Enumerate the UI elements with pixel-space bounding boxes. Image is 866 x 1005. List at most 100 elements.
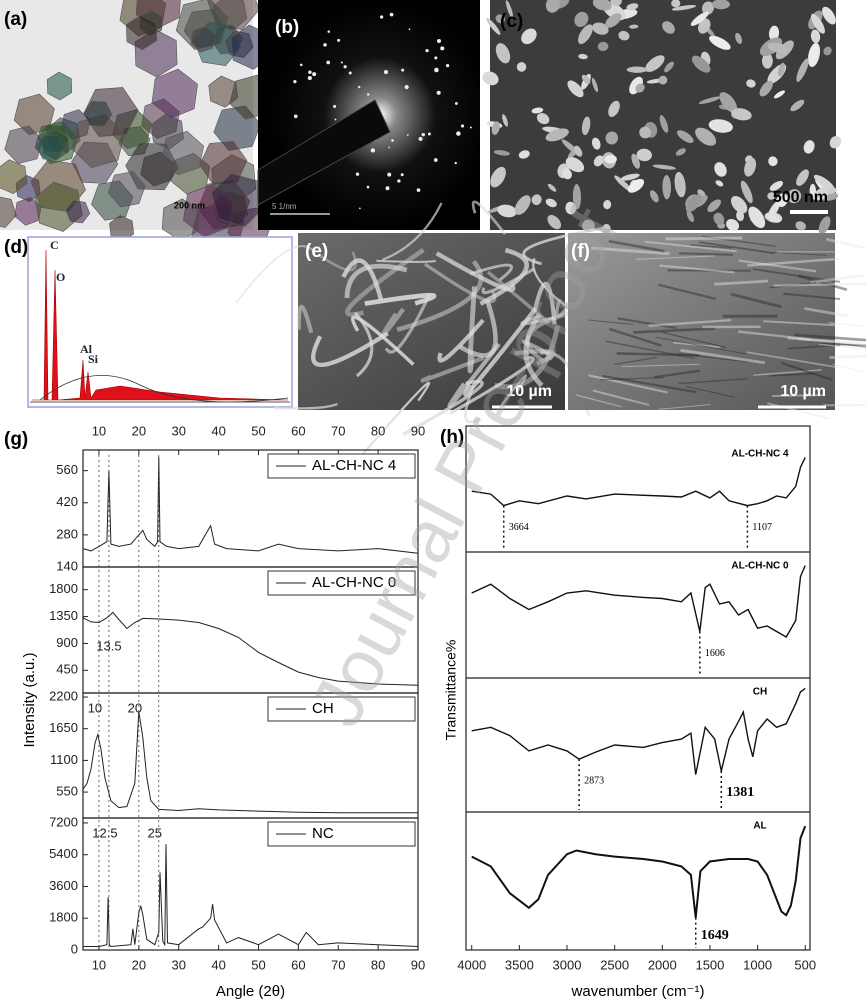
spectrum-name: AL-CH-NC 0 <box>731 561 789 572</box>
flake <box>620 173 640 181</box>
particle <box>65 200 91 224</box>
diffraction-spot <box>400 173 404 177</box>
flake <box>736 210 745 222</box>
flake <box>685 194 702 213</box>
fiber <box>464 384 481 424</box>
flake <box>495 43 511 64</box>
texture <box>769 372 815 377</box>
diffraction-spot <box>367 93 370 96</box>
particle <box>0 159 28 194</box>
flake <box>531 194 542 206</box>
fiber <box>341 258 384 301</box>
texture <box>690 244 732 249</box>
flake <box>662 21 675 34</box>
flake <box>578 53 588 60</box>
texture <box>797 337 866 346</box>
x-axis-title: Angle (2θ) <box>216 983 285 1000</box>
flake <box>740 180 753 204</box>
y-tick-label: 7200 <box>49 814 78 829</box>
texture <box>592 389 650 406</box>
flake <box>604 155 617 164</box>
flake <box>572 183 581 210</box>
flake <box>490 166 506 188</box>
flake <box>565 157 585 173</box>
scale-bar-label: 5 1/nm <box>272 202 297 211</box>
texture <box>773 282 866 287</box>
diffraction-spot <box>293 80 297 84</box>
fiber <box>420 355 485 383</box>
flake <box>592 0 612 11</box>
flake <box>574 11 589 27</box>
diffraction-spot <box>421 132 425 137</box>
peak-annotation: 25 <box>148 825 162 840</box>
legend-label: AL-CH-NC 0 <box>312 574 396 591</box>
subplot-frame <box>82 817 419 951</box>
panel-label: (a) <box>4 9 27 30</box>
particle <box>190 26 216 53</box>
fiber <box>469 263 513 282</box>
texture <box>746 351 840 369</box>
flake <box>726 218 740 231</box>
texture <box>803 307 850 318</box>
diffraction-spot <box>440 46 445 51</box>
y-tick-label: 5400 <box>49 846 78 861</box>
texture <box>678 353 750 363</box>
diffraction-spot <box>383 69 389 75</box>
y-axis-title: Transmittance% <box>443 640 459 741</box>
diffraction-spot <box>300 63 303 67</box>
flake <box>626 3 639 11</box>
texture <box>699 241 775 255</box>
x-tick-label: 20 <box>132 957 146 972</box>
x-top-tick-label: 90 <box>411 423 425 438</box>
flake <box>545 198 557 208</box>
eds-spectrum <box>32 249 289 401</box>
texture <box>648 318 732 327</box>
flake <box>659 115 669 133</box>
flake <box>803 140 815 154</box>
flake <box>521 28 537 45</box>
peak-label: 1107 <box>752 522 772 533</box>
texture <box>635 255 715 260</box>
x-tick-label: 10 <box>92 957 106 972</box>
particle <box>125 15 158 51</box>
flake <box>645 55 665 72</box>
flake <box>649 190 659 203</box>
flake <box>626 66 648 73</box>
fiber <box>273 402 338 410</box>
flake <box>748 206 766 229</box>
diffraction-spot <box>326 60 331 65</box>
texture <box>818 343 866 351</box>
flake <box>591 77 599 93</box>
ftir-line <box>471 565 806 638</box>
texture <box>730 292 782 309</box>
scale-bar-label: 500 nm <box>773 189 828 206</box>
diffraction-spot <box>333 104 337 108</box>
flake <box>636 148 652 162</box>
diffraction-spot <box>340 61 343 64</box>
flake <box>605 131 619 145</box>
x-tick-label: 90 <box>411 957 425 972</box>
texture <box>679 252 734 256</box>
diffraction-spot <box>408 28 411 31</box>
panel-label: (c) <box>500 11 523 32</box>
flake <box>497 204 517 218</box>
texture <box>608 239 665 253</box>
flake <box>652 164 676 170</box>
flake <box>518 150 530 159</box>
particle <box>36 134 65 161</box>
texture <box>774 251 827 256</box>
flake <box>711 0 730 10</box>
diffraction-spot <box>401 68 405 72</box>
xrd-line <box>82 456 419 554</box>
flake <box>578 24 593 45</box>
texture <box>609 327 662 347</box>
flake <box>565 201 576 215</box>
texture <box>787 344 841 350</box>
legend-box <box>267 821 416 847</box>
texture <box>771 394 825 398</box>
y-tick-label: 900 <box>56 635 78 650</box>
flake <box>639 126 652 139</box>
fiber <box>533 282 557 325</box>
texture <box>659 264 735 274</box>
y-tick-label: 1100 <box>50 752 78 767</box>
